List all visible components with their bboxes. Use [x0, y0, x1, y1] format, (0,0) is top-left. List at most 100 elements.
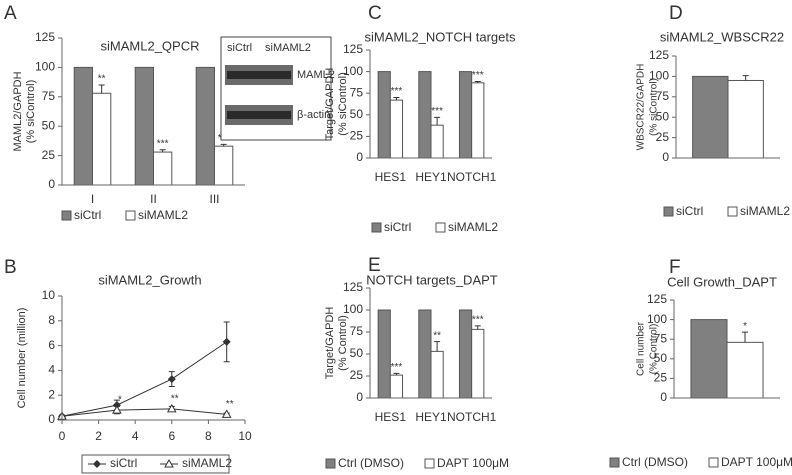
significance-label: *** — [431, 106, 443, 117]
y-axis-label: (% siControl) — [649, 78, 660, 136]
y-tick-label: 100 — [649, 69, 669, 83]
bar — [692, 75, 729, 159]
legend-swatch — [61, 210, 72, 221]
y-tick-label: 25 — [654, 371, 668, 385]
y-tick-label: 50 — [350, 107, 364, 121]
y-tick-label: 50 — [654, 351, 668, 365]
significance-label: ** — [433, 330, 441, 341]
y-tick-label: 25 — [350, 368, 364, 382]
significance-label: ** — [226, 399, 234, 410]
y-tick-label: 0 — [48, 177, 55, 191]
panel-letter: D — [669, 3, 683, 24]
legend-swatch — [609, 457, 620, 468]
panel-letter: B — [4, 257, 17, 278]
y-tick-label: 0 — [660, 390, 667, 404]
x-tick-label: I — [91, 192, 94, 206]
y-tick-label: 6 — [48, 338, 55, 352]
panel-letter: E — [368, 255, 381, 276]
blot-band-label: β-actin — [297, 109, 330, 121]
x-tick-label: 10 — [238, 429, 252, 443]
marker — [112, 405, 122, 414]
error-bar — [742, 75, 749, 81]
x-tick-label: HES1 — [375, 170, 407, 184]
y-tick-label: 25 — [656, 130, 670, 144]
y-axis-label: Cell number — [636, 321, 647, 376]
legend-swatch — [125, 210, 136, 221]
bar — [458, 71, 473, 159]
legend-swatch — [435, 222, 446, 233]
significance-label: *** — [391, 86, 403, 97]
significance-label: ** — [98, 74, 106, 85]
legend-label: Ctrl (DMSO) — [338, 456, 404, 470]
legend-swatch — [325, 458, 336, 469]
y-tick-label: 2 — [48, 387, 55, 401]
y-tick-label: 125 — [343, 280, 363, 294]
significance-label: ** — [171, 393, 179, 404]
significance-label: * — [743, 321, 747, 332]
x-tick-label: 4 — [132, 429, 139, 443]
y-tick-label: 100 — [343, 302, 363, 316]
bar — [134, 66, 154, 186]
marker — [166, 403, 177, 413]
panel-letter: C — [368, 3, 382, 24]
bar — [430, 350, 444, 399]
y-tick-label: 75 — [350, 324, 364, 338]
bar — [471, 82, 485, 159]
y-tick-label: 50 — [656, 109, 670, 123]
error-bar — [434, 341, 441, 352]
y-axis-label: WBSCR22/GAPDH — [636, 64, 647, 151]
y-axis-label: Target/GAPDH — [324, 68, 336, 141]
y-tick-label: 50 — [350, 346, 364, 360]
bar — [73, 66, 93, 186]
y-tick-label: 75 — [350, 85, 364, 99]
legend-label: Ctrl (DMSO) — [622, 455, 688, 469]
y-tick-label: 75 — [654, 331, 668, 345]
error-bar — [159, 149, 166, 153]
x-tick-label: HEY1 — [415, 410, 447, 424]
bar — [377, 71, 391, 159]
y-tick-label: 0 — [662, 150, 669, 164]
chart-title: siMAML2_QPCR — [101, 38, 200, 53]
error-bar — [474, 81, 481, 83]
bar — [418, 71, 432, 159]
y-tick-label: 75 — [42, 89, 56, 103]
blot-band-core — [227, 111, 291, 119]
error-bar — [220, 143, 227, 147]
significance-label: *** — [391, 362, 403, 373]
blot-lane-label: siMAML2 — [265, 42, 311, 54]
y-axis-label: (% Control) — [337, 315, 349, 371]
x-tick-label: 2 — [95, 429, 102, 443]
y-axis-label: Target/GAPDH — [324, 307, 336, 380]
bar — [92, 92, 112, 186]
bar — [389, 99, 404, 159]
series-line — [61, 341, 227, 417]
bar — [214, 145, 234, 186]
y-tick-label: 25 — [42, 148, 56, 162]
y-tick-label: 125 — [343, 42, 363, 56]
y-axis-label: (% siControl) — [337, 72, 349, 136]
y-tick-label: 125 — [649, 48, 669, 62]
legend-swatch — [371, 222, 382, 233]
legend-label: siMAML2 — [448, 220, 498, 234]
y-tick-label: 10 — [42, 288, 56, 302]
legend-label: siCtrl — [384, 220, 411, 234]
chart-title: Cell Growth_DAPT — [667, 274, 777, 289]
blot-band-core — [227, 71, 291, 79]
y-tick-label: 0 — [48, 412, 55, 426]
y-tick-label: 100 — [35, 60, 55, 74]
error-bar — [742, 331, 749, 343]
panel-letter: F — [669, 257, 681, 278]
y-tick-label: 0 — [356, 150, 363, 164]
y-axis-label: (% siControl) — [25, 80, 37, 144]
bar — [690, 319, 728, 399]
blot-band-label: MAML2 — [297, 69, 335, 81]
y-axis-label: Cell number (million) — [16, 308, 28, 409]
x-tick-label: NOTCH1 — [447, 170, 497, 184]
y-tick-label: 75 — [656, 89, 670, 103]
bar — [471, 328, 485, 399]
series-line — [61, 408, 227, 417]
legend-swatch — [663, 206, 674, 217]
legend-marker — [164, 458, 174, 468]
y-tick-label: 100 — [647, 312, 667, 326]
